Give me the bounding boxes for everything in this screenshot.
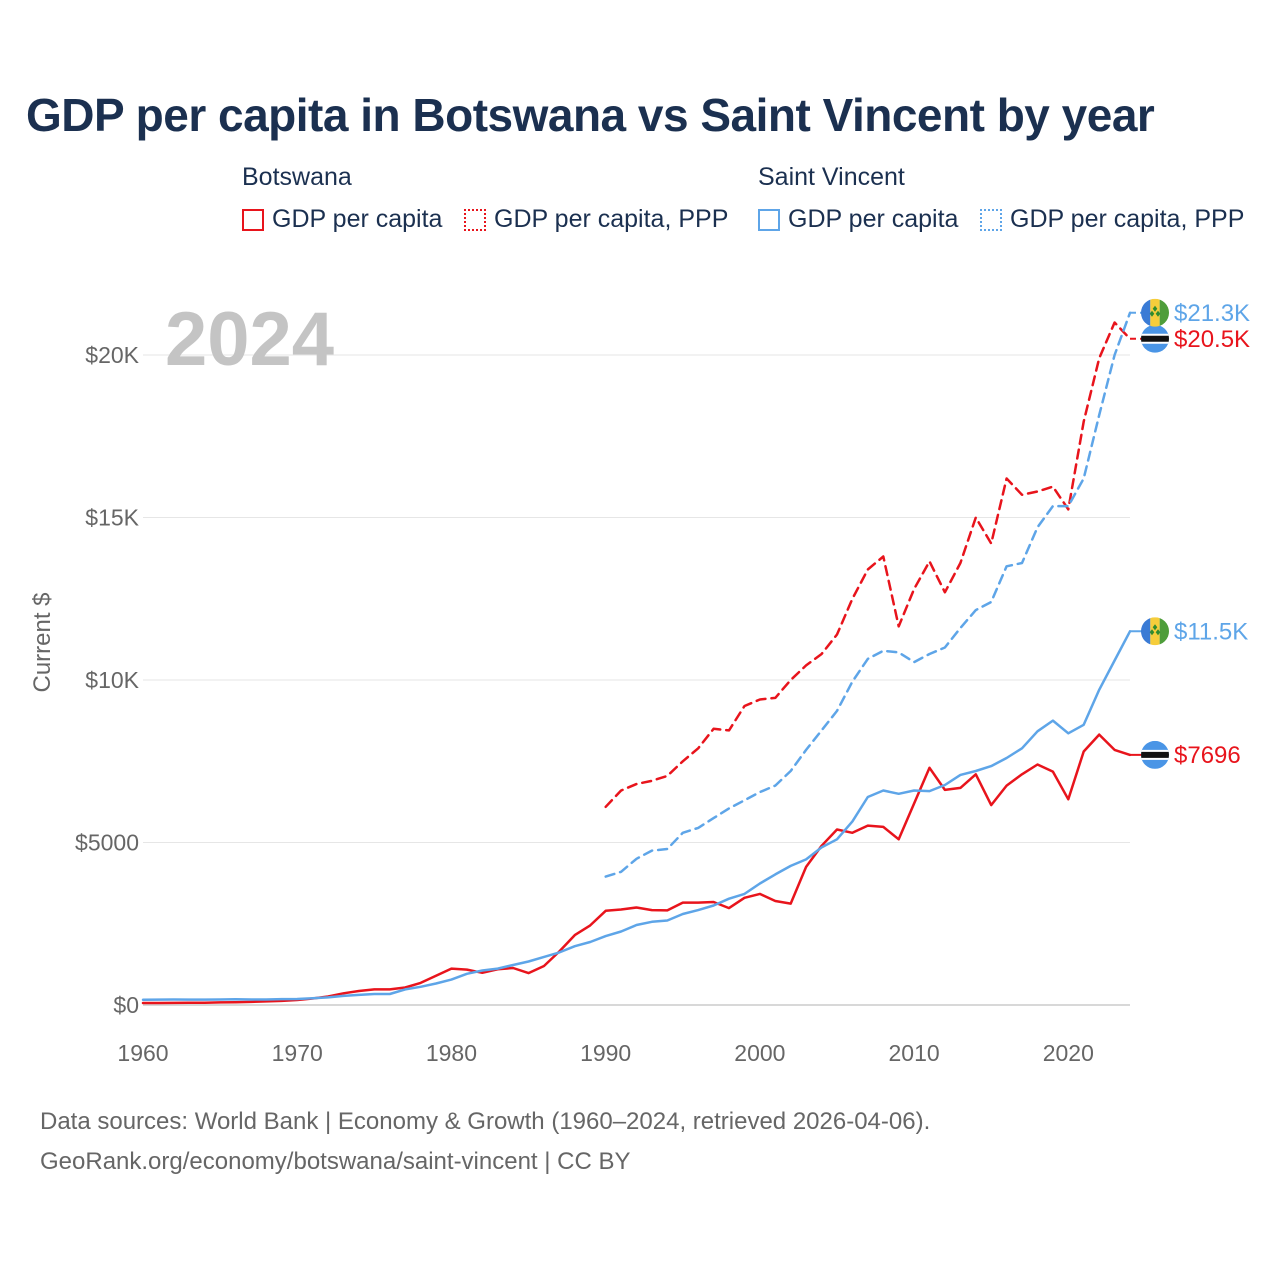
legend-swatch-dotted xyxy=(980,208,1002,231)
x-tick-label: 2010 xyxy=(889,1040,940,1066)
x-tick-label: 2020 xyxy=(1043,1040,1094,1066)
flag-field xyxy=(1150,298,1160,327)
legend-item-saint-vincent-gdp-ppp[interactable]: GDP per capita, PPP xyxy=(980,205,1244,234)
x-tick-label: 2000 xyxy=(734,1040,785,1066)
legend-group-title: Saint Vincent xyxy=(758,163,905,191)
legend-label: GDP per capita xyxy=(272,205,443,233)
x-tick-label: 1970 xyxy=(272,1040,323,1066)
flag-field xyxy=(1150,617,1160,646)
end-value-label: $11.5K xyxy=(1174,618,1248,645)
saint-vincent-flag-icon xyxy=(1141,617,1169,646)
end-value-label: $21.3K xyxy=(1174,300,1250,327)
series-line-saint-vincent-gdp-per-capita xyxy=(141,630,1132,1002)
footer-credit: GeoRank.org/economy/botswana/saint-vince… xyxy=(40,1148,631,1175)
legend-swatch-solid xyxy=(242,208,264,231)
y-tick-label: $5000 xyxy=(75,830,139,856)
y-tick-label: $15K xyxy=(85,505,139,531)
chart-title: GDP per capita in Botswana vs Saint Vinc… xyxy=(26,89,1155,141)
flag-diamond xyxy=(1149,629,1155,636)
flag-diamond xyxy=(1155,629,1161,636)
flag-diamond xyxy=(1152,305,1158,312)
end-value-label: $7696 xyxy=(1174,742,1241,769)
y-tick-label: $10K xyxy=(85,667,139,693)
saint-vincent-flag-icon xyxy=(1141,298,1169,327)
series-line-botswana-gdp-per-capita-ppp xyxy=(604,321,1132,809)
legend-label: GDP per capita, PPP xyxy=(494,205,729,233)
legend-item-botswana-gdp-ppp[interactable]: GDP per capita, PPP xyxy=(464,205,728,234)
botswana-flag-icon xyxy=(1141,324,1169,353)
series-line-botswana-gdp-per-capita xyxy=(141,733,1132,1005)
x-tick-label: 1990 xyxy=(580,1040,631,1066)
legend-label: GDP per capita xyxy=(788,205,959,233)
botswana-flag-icon xyxy=(1141,740,1169,769)
legend-swatch-solid xyxy=(758,208,780,231)
x-tick-label: 1980 xyxy=(426,1040,477,1066)
legend-swatch-dotted xyxy=(464,208,486,231)
footer-sources: Data sources: World Bank | Economy & Gro… xyxy=(40,1108,931,1135)
legend-group-title: Botswana xyxy=(242,163,352,191)
y-axis-title: Current $ xyxy=(29,592,56,692)
flag-stripe xyxy=(1141,751,1169,758)
y-tick-label: $20K xyxy=(85,342,139,368)
flag-field xyxy=(1159,298,1169,327)
flag-diamond xyxy=(1152,624,1158,631)
legend-label: GDP per capita, PPP xyxy=(1010,205,1245,233)
legend-item-botswana-gdp[interactable]: GDP per capita xyxy=(242,205,442,234)
series-line-saint-vincent-gdp-per-capita-ppp xyxy=(604,311,1132,878)
flag-diamond xyxy=(1155,310,1161,317)
y-tick-label: $0 xyxy=(113,992,139,1018)
flag-stripe xyxy=(1141,335,1169,342)
end-value-label: $20.5K xyxy=(1174,326,1250,353)
flag-field xyxy=(1159,617,1169,646)
flag-field xyxy=(1141,298,1151,327)
flag-field xyxy=(1141,617,1151,646)
year-watermark: 2024 xyxy=(165,297,335,382)
legend-item-saint-vincent-gdp[interactable]: GDP per capita xyxy=(758,205,958,234)
x-tick-label: 1960 xyxy=(117,1040,168,1066)
flag-diamond xyxy=(1149,310,1155,317)
